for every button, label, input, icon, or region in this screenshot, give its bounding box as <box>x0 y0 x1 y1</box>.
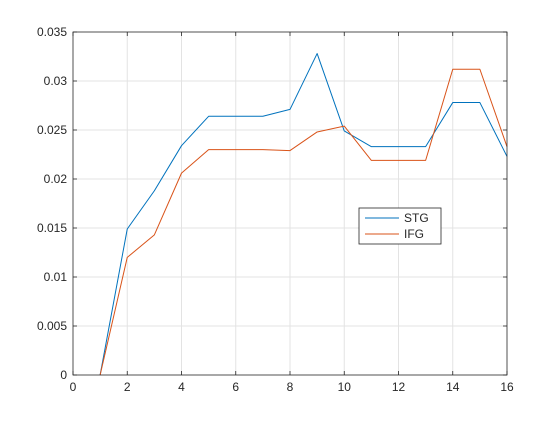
x-tick-label: 16 <box>500 380 514 394</box>
x-tick-label: 12 <box>392 380 406 394</box>
legend-label-stg: STG <box>404 211 429 225</box>
x-tick-label: 2 <box>124 380 131 394</box>
y-tick-label: 0.015 <box>37 221 67 235</box>
x-tick-label: 0 <box>70 380 77 394</box>
y-tick-label: 0.03 <box>44 74 68 88</box>
legend-box <box>358 207 442 245</box>
x-tick-label: 8 <box>287 380 294 394</box>
legend-label-ifg: IFG <box>404 227 424 241</box>
x-tick-label: 6 <box>232 380 239 394</box>
x-tick-label: 4 <box>178 380 185 394</box>
x-tick-label: 10 <box>338 380 352 394</box>
ticks: 0 2 4 6 8 10 12 14 16 0 0.005 0.01 0.015 0.02 0.025 0.0… <box>37 25 514 394</box>
y-tick-label: 0.005 <box>37 319 67 333</box>
series-layer <box>99 53 508 376</box>
y-tick-label: 0.02 <box>44 172 68 186</box>
y-tick-label: 0.01 <box>44 270 68 284</box>
series-line-ifg <box>99 68 508 376</box>
y-tick-label: 0 <box>60 368 67 382</box>
y-tick-label: 0.025 <box>37 123 67 137</box>
y-tick-label: 0.035 <box>37 25 67 39</box>
series-line-stg <box>99 53 508 376</box>
x-tick-label: 14 <box>446 380 460 394</box>
legend[interactable]: STG IFG <box>358 207 442 245</box>
